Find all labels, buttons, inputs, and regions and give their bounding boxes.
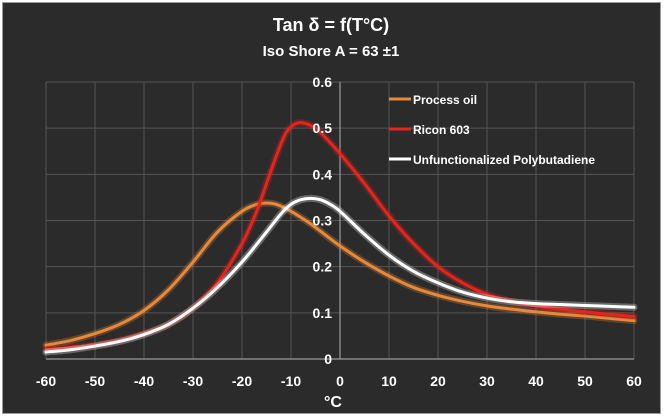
legend-label: Unfunctionalized Polybutadiene — [413, 153, 595, 167]
tan-delta-chart: Tan δ = f(T°C) Iso Shore A = 63 ±1 00.10… — [36, 15, 642, 411]
x-tick-label: -40 — [134, 373, 154, 389]
legend-label: Ricon 603 — [413, 123, 470, 137]
axes — [46, 82, 634, 360]
x-tick-label: 50 — [577, 373, 593, 389]
x-axis-label: °C — [324, 394, 342, 411]
x-tick-labels: -60 -50 -40 -30 -20 -10 0 10 20 30 40 50 60 — [36, 373, 642, 389]
series-line-process-oil — [44, 201, 636, 347]
y-tick-label: 0.3 — [313, 213, 333, 229]
x-tick-label: 60 — [626, 373, 642, 389]
x-tick-label: 10 — [381, 373, 397, 389]
chart-panel: Tan δ = f(T°C) Iso Shore A = 63 ±1 0 0.1 0… — [2, 2, 661, 414]
y-tick-label: 0.4 — [313, 166, 333, 182]
x-tick-label: -50 — [85, 373, 105, 389]
x-tick-label: -10 — [281, 373, 301, 389]
x-tick-label: 20 — [430, 373, 446, 389]
x-tick-label: 0 — [336, 373, 344, 389]
legend: Process oil Ricon 603 Unfunctionalized Pol… — [389, 93, 595, 167]
y-tick-label: 0.6 — [313, 74, 333, 90]
x-tick-label: -30 — [183, 373, 203, 389]
x-tick-label: 30 — [479, 373, 495, 389]
x-tick-label: 40 — [528, 373, 544, 389]
y-tick-label: 0.2 — [313, 259, 333, 275]
chart-title: Tan δ = f(T°C) — [273, 15, 389, 35]
x-tick-label: -20 — [232, 373, 252, 389]
y-tick-label: 0.1 — [313, 305, 333, 321]
series-layer — [42, 119, 638, 356]
series-line-unfunctionalized-polybutadiene — [44, 196, 636, 354]
legend-label: Process oil — [413, 93, 477, 107]
y-tick-label: 0 — [324, 351, 332, 367]
x-tick-label: -60 — [36, 373, 56, 389]
y-tick-label: 0.5 — [313, 120, 333, 136]
y-tick-labels: 0 0.1 0.2 0.3 0.4 0.5 0.6 — [313, 74, 333, 367]
chart-subtitle: Iso Shore A = 63 ±1 — [263, 43, 400, 60]
